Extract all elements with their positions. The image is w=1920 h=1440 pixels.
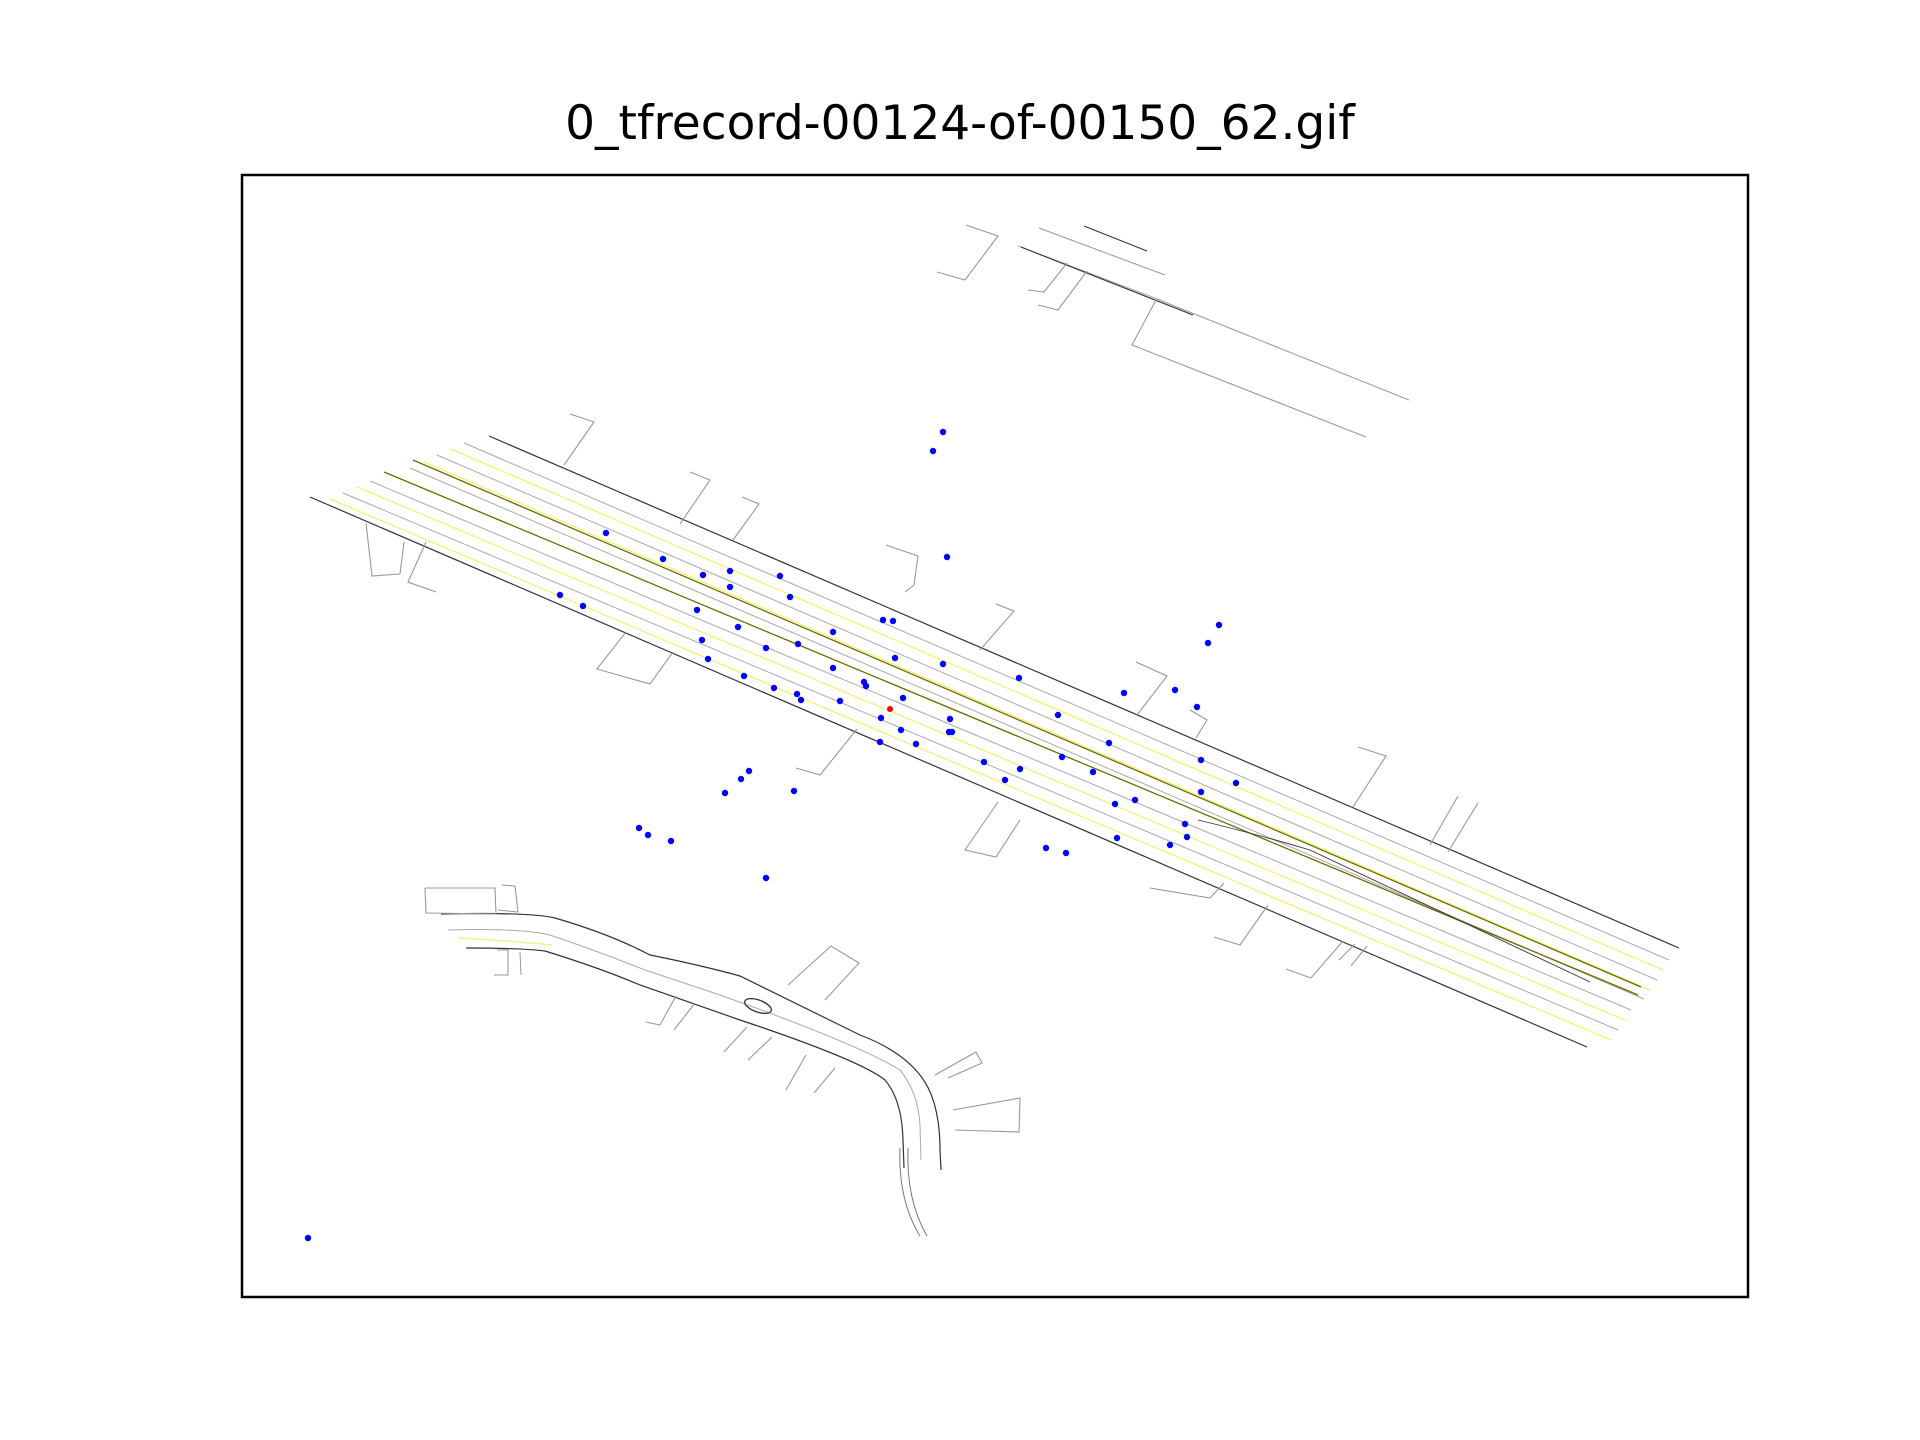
agent-marker bbox=[644, 831, 652, 839]
agent-marker bbox=[693, 606, 701, 614]
agent-marker bbox=[1166, 841, 1174, 849]
agent-marker bbox=[980, 758, 988, 766]
agent-marker bbox=[946, 715, 954, 723]
lane-line bbox=[409, 467, 1645, 1000]
road-edge bbox=[309, 496, 1588, 1048]
agent-marker bbox=[667, 837, 675, 845]
agent-marker bbox=[1015, 674, 1023, 682]
agent-marker bbox=[793, 690, 801, 698]
agent-marker bbox=[1111, 800, 1119, 808]
agent-marker bbox=[899, 694, 907, 702]
figure-title: 0_tfrecord-00124-of-00150_62.gif bbox=[565, 96, 1355, 151]
agents-layer bbox=[304, 428, 1240, 1242]
agent-marker bbox=[1183, 833, 1191, 841]
lane-line-yellow bbox=[450, 448, 1664, 971]
agent-marker bbox=[797, 696, 805, 704]
agent-marker bbox=[1042, 844, 1050, 852]
lane-line-yellow bbox=[423, 461, 1651, 991]
agent-marker bbox=[836, 697, 844, 705]
agent-marker bbox=[891, 654, 899, 662]
agent-marker bbox=[304, 1234, 312, 1242]
road-edge bbox=[488, 435, 1680, 949]
agent-marker bbox=[745, 767, 753, 775]
agent-marker bbox=[829, 628, 837, 636]
agent-marker bbox=[1001, 776, 1009, 784]
agent-marker bbox=[876, 738, 884, 746]
agent-marker bbox=[879, 616, 887, 624]
agent-marker bbox=[726, 567, 734, 575]
agent-marker bbox=[1131, 796, 1139, 804]
agent-marker bbox=[877, 714, 885, 722]
agent-marker bbox=[1193, 703, 1201, 711]
agent-marker bbox=[1197, 756, 1205, 764]
center-line bbox=[383, 471, 1639, 996]
agent-marker bbox=[704, 655, 712, 663]
agent-marker bbox=[698, 636, 706, 644]
agent-marker bbox=[829, 664, 837, 672]
merge-lane bbox=[1197, 819, 1591, 983]
agent-marker bbox=[1215, 621, 1223, 629]
agent-marker bbox=[1105, 739, 1113, 747]
plot-frame bbox=[240, 173, 1750, 1299]
center-line bbox=[412, 459, 1642, 988]
agent-marker bbox=[740, 672, 748, 680]
agent-marker bbox=[770, 684, 778, 692]
agent-marker bbox=[699, 571, 707, 579]
agent-marker bbox=[862, 682, 870, 690]
agent-marker bbox=[1197, 788, 1205, 796]
agent-marker bbox=[790, 787, 798, 795]
lane-line-yellow bbox=[329, 498, 1612, 1041]
agent-marker bbox=[635, 824, 643, 832]
agent-marker bbox=[794, 640, 802, 648]
agent-marker bbox=[1054, 711, 1062, 719]
agent-marker bbox=[929, 447, 937, 455]
agent-marker bbox=[726, 583, 734, 591]
agent-marker bbox=[1171, 686, 1179, 694]
main-highway bbox=[309, 435, 1680, 1048]
north-roads bbox=[936, 224, 1410, 438]
lane-line-yellow bbox=[356, 486, 1626, 1021]
south-road bbox=[424, 884, 1021, 1237]
agent-marker bbox=[762, 644, 770, 652]
lane-line bbox=[342, 492, 1619, 1031]
agent-marker bbox=[897, 726, 905, 734]
agent-marker bbox=[1204, 639, 1212, 647]
agent-marker bbox=[579, 602, 587, 610]
agent-marker bbox=[602, 529, 610, 537]
agent-marker bbox=[734, 623, 742, 631]
lane-line bbox=[463, 442, 1670, 961]
agent-marker bbox=[721, 789, 729, 797]
lane-line bbox=[436, 454, 1658, 981]
agent-marker bbox=[1089, 768, 1097, 776]
agent-marker bbox=[945, 728, 953, 736]
agent-marker bbox=[1232, 779, 1240, 787]
agent-marker bbox=[939, 660, 947, 668]
agent-marker bbox=[556, 591, 564, 599]
ego-vehicle-marker bbox=[887, 706, 893, 712]
agent-marker bbox=[737, 775, 745, 783]
agent-marker bbox=[1058, 753, 1066, 761]
lane-line bbox=[369, 480, 1632, 1011]
agent-marker bbox=[912, 740, 920, 748]
agent-marker bbox=[1016, 765, 1024, 773]
agent-marker bbox=[1113, 834, 1121, 842]
agent-marker bbox=[786, 593, 794, 601]
agent-marker bbox=[1120, 689, 1128, 697]
agent-marker bbox=[943, 553, 951, 561]
agent-marker bbox=[889, 617, 897, 625]
agent-marker bbox=[1181, 820, 1189, 828]
agent-marker bbox=[776, 572, 784, 580]
agent-marker bbox=[939, 428, 947, 436]
side-streets bbox=[365, 413, 1479, 979]
agent-marker bbox=[1062, 849, 1070, 857]
agent-marker bbox=[659, 555, 667, 563]
agent-marker bbox=[762, 874, 770, 882]
